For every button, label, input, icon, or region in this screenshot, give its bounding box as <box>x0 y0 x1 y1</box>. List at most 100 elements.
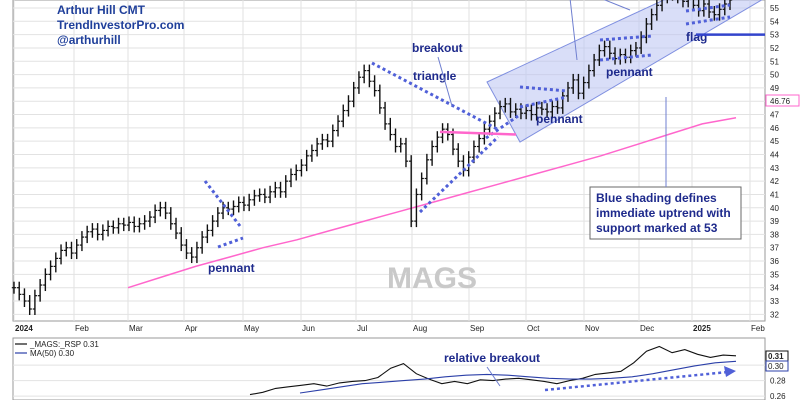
price-bar <box>43 268 48 292</box>
price-bar <box>677 0 679 4</box>
price-bar <box>476 132 482 153</box>
price-bar <box>550 100 555 118</box>
price-bar <box>706 0 712 18</box>
price-bar <box>273 181 278 198</box>
price-bar <box>27 295 32 316</box>
price-bar <box>581 76 586 100</box>
price-bar <box>84 225 90 244</box>
ratio-series-line <box>249 345 737 396</box>
price-bar <box>602 40 607 57</box>
price-bar <box>79 231 85 252</box>
price-bar <box>236 196 241 213</box>
price-tick-label: 37 <box>770 244 779 253</box>
support-note-line: Blue shading defines <box>596 191 717 205</box>
price-bar <box>591 53 597 77</box>
pennant-pointer-2 <box>603 0 631 11</box>
pattern-trendline <box>519 85 568 93</box>
price-tick-label: 34 <box>770 284 779 293</box>
price-bar <box>586 64 592 89</box>
price-bar <box>111 220 116 234</box>
price-tick-label: 40 <box>770 204 779 213</box>
month-tick-label: Dec <box>640 324 654 333</box>
legend-ma50: MA(50) 0.30 <box>30 349 75 358</box>
relative-trend-arrow <box>544 370 729 392</box>
price-bar <box>158 201 163 217</box>
price-bar <box>48 260 53 281</box>
relative-breakout-pointer <box>486 366 501 387</box>
ma200-line <box>127 116 737 289</box>
price-bar <box>435 131 440 153</box>
annotation-pennant-apr: pennant <box>208 261 255 275</box>
price-bar <box>152 204 158 224</box>
brand-site: TrendInvestorPro.com <box>57 18 184 32</box>
pennant-pointer <box>569 0 578 61</box>
legend-ratio: _MAGS:_RSP 0.31 <box>29 340 99 349</box>
price-bar <box>529 104 534 121</box>
ma-last-value-box <box>765 94 800 107</box>
ma-last-value: 46.76 <box>770 97 791 106</box>
ratio-lines <box>249 345 737 396</box>
price-bar <box>534 101 539 121</box>
price-bar <box>173 217 179 240</box>
price-bar <box>654 0 660 21</box>
price-bar <box>633 41 639 57</box>
pattern-trendline <box>217 236 244 249</box>
price-tick-label: 47 <box>770 111 779 120</box>
price-bars <box>11 0 733 316</box>
price-bar <box>215 207 221 228</box>
price-tick-label: 46 <box>770 124 779 133</box>
annotation-pennant-oct: pennant <box>536 112 583 126</box>
month-tick-label: Oct <box>527 324 540 333</box>
price-bar <box>398 137 403 153</box>
price-bar <box>555 100 560 114</box>
month-tick-label: Jul <box>357 324 367 333</box>
price-bar <box>116 217 121 234</box>
price-bar <box>100 224 106 241</box>
price-bar <box>492 107 498 128</box>
brand-handle: @arthurhill <box>57 33 121 47</box>
price-bar <box>320 133 325 150</box>
ratio-ma50-line <box>299 360 737 394</box>
price-bar <box>74 239 79 260</box>
price-tick-label: 36 <box>770 257 779 266</box>
month-tick-label: Aug <box>413 324 427 333</box>
price-bar <box>717 3 722 21</box>
price-tick-label: 33 <box>770 297 779 306</box>
price-bar <box>267 185 273 204</box>
price-bar <box>544 103 550 118</box>
ma50-last-value: 0.30 <box>768 362 784 371</box>
price-bar <box>37 279 43 302</box>
ratio-tick-label: 0.28 <box>770 377 786 386</box>
price-bar <box>351 81 356 108</box>
pattern-trendline <box>519 95 568 109</box>
support-note-line: immediate uptrend with <box>596 206 731 220</box>
price-bar <box>649 8 654 30</box>
price-bar <box>408 155 414 228</box>
price-bar <box>278 181 283 198</box>
price-bar <box>346 95 351 117</box>
price-bar <box>11 281 17 294</box>
month-tick-label: Feb <box>75 324 89 333</box>
price-bar <box>58 244 64 265</box>
pattern-trendline <box>418 135 500 214</box>
price-bar <box>262 188 268 204</box>
price-bar <box>612 47 618 65</box>
ratio-grid <box>13 364 765 397</box>
price-bar <box>571 73 576 94</box>
ratio-tick-label: 0.26 <box>770 392 786 400</box>
price-bar <box>199 231 205 254</box>
price-tick-label: 32 <box>770 310 779 319</box>
price-bar <box>90 223 95 238</box>
price-bar <box>257 188 262 202</box>
price-bar <box>163 201 168 220</box>
pattern-trendline <box>599 53 653 62</box>
price-tick-label: 35 <box>770 270 779 279</box>
price-bar <box>246 193 252 212</box>
price-tick-label: 53 <box>770 31 779 40</box>
month-tick-label: Mar <box>129 324 143 333</box>
ratio-last-value: 0.31 <box>768 352 784 361</box>
price-bar <box>382 101 388 130</box>
annotation-support-note: Blue shading defines immediate uptrend wi… <box>596 191 731 235</box>
moving-average-line <box>127 116 737 289</box>
price-bar <box>361 64 367 84</box>
